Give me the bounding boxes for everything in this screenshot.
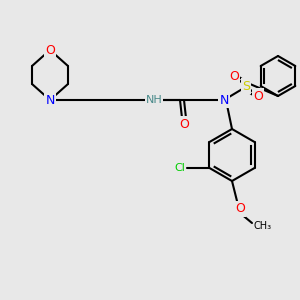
Text: O: O [253,89,263,103]
Text: CH₃: CH₃ [254,221,272,231]
Text: N: N [45,94,55,106]
Text: N: N [219,94,229,106]
Text: NH: NH [146,95,162,105]
Text: O: O [45,44,55,56]
Text: S: S [242,80,250,92]
Text: O: O [229,70,239,83]
Text: O: O [235,202,245,215]
Text: Cl: Cl [174,163,185,173]
Text: O: O [179,118,189,130]
